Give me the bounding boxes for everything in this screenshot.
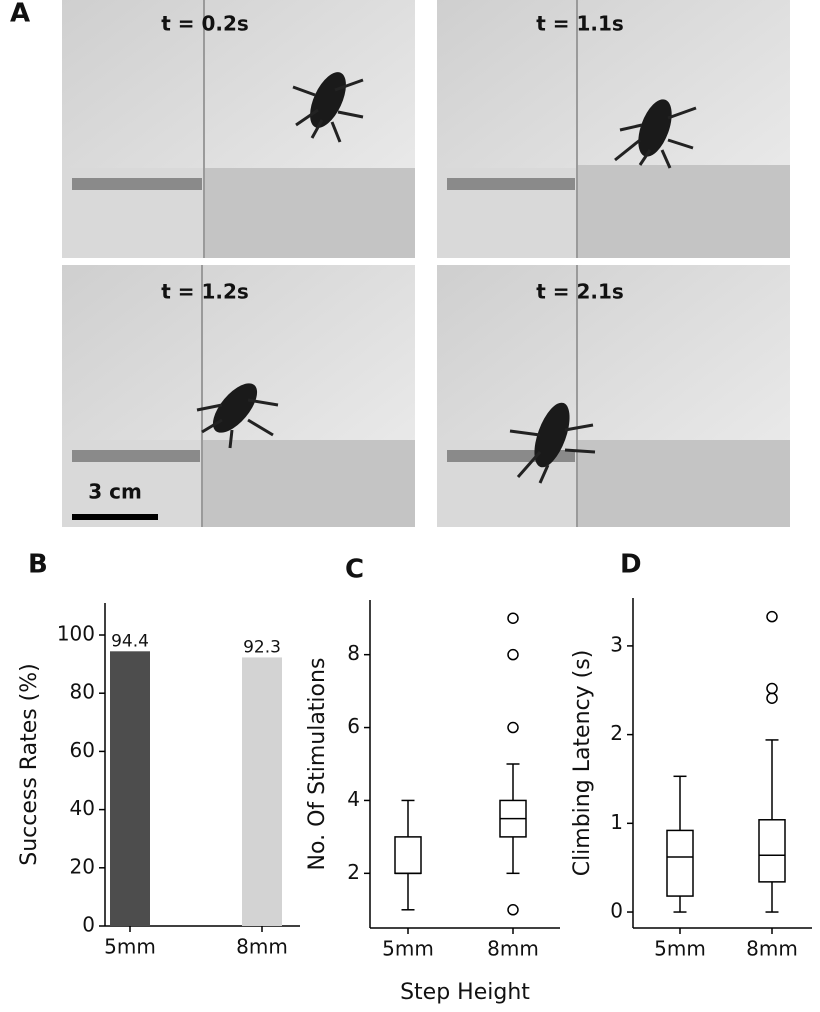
y-tick-label: 0 — [82, 913, 95, 937]
y-tick-label: 2 — [347, 860, 360, 884]
bar — [242, 657, 282, 926]
photo-frame: t = 0.2s — [62, 0, 415, 258]
photo-frame: 3 cm t = 1.2s — [62, 265, 415, 527]
x-tick-label: 5mm — [104, 935, 156, 959]
x-tick-label: 5mm — [654, 937, 706, 961]
frame-time: t = 1.2s — [161, 280, 249, 304]
x-tick-label: 8mm — [236, 935, 288, 959]
y-tick-label: 1 — [610, 810, 623, 834]
y-tick-label: 0 — [610, 899, 623, 923]
value-label: 94.4 — [111, 631, 149, 651]
x-tick-label: 5mm — [382, 937, 434, 961]
outlier — [507, 721, 519, 734]
box — [394, 836, 422, 875]
photo-frame: t = 1.1s — [437, 0, 790, 258]
y-axis-label: Climbing Latency (s) — [570, 650, 595, 877]
outlier — [766, 682, 778, 695]
outlier — [766, 610, 778, 623]
photo-frame: t = 2.1s — [437, 265, 790, 527]
y-axis-label: No. Of Stimulations — [305, 658, 330, 871]
frame-time: t = 0.2s — [161, 12, 249, 36]
box — [666, 829, 694, 897]
panel-label: A — [10, 0, 30, 29]
bar — [110, 651, 150, 926]
value-label: 92.3 — [243, 637, 281, 657]
x-tick-label: 8mm — [746, 937, 798, 961]
panel-label: D — [620, 550, 642, 580]
x-axis-label: Step Height — [400, 980, 530, 1005]
photo-panel: A t = 0.2s t = 1.1s — [10, 0, 790, 527]
outlier — [507, 648, 519, 661]
panel-label: C — [345, 555, 364, 585]
y-tick-label: 3 — [610, 632, 623, 656]
outlier — [766, 692, 778, 704]
y-tick-label: 80 — [70, 680, 95, 704]
frame-time: t = 1.1s — [536, 12, 624, 36]
y-tick-label: 100 — [57, 622, 95, 646]
outlier — [507, 612, 519, 624]
y-tick-label: 60 — [70, 738, 95, 762]
box — [758, 819, 786, 883]
y-tick-label: 8 — [347, 641, 360, 665]
x-tick-label: 8mm — [487, 937, 539, 961]
y-tick-label: 2 — [610, 721, 623, 745]
panel-label: B — [28, 550, 48, 580]
y-tick-label: 6 — [347, 714, 360, 738]
y-axis-label: Success Rates (%) — [17, 663, 42, 866]
y-tick-label: 4 — [347, 787, 360, 811]
scale-bar-label: 3 cm — [88, 480, 142, 504]
y-tick-label: 40 — [70, 796, 95, 820]
outlier — [507, 904, 519, 916]
y-tick-label: 20 — [70, 854, 95, 878]
frame-time: t = 2.1s — [536, 280, 624, 304]
